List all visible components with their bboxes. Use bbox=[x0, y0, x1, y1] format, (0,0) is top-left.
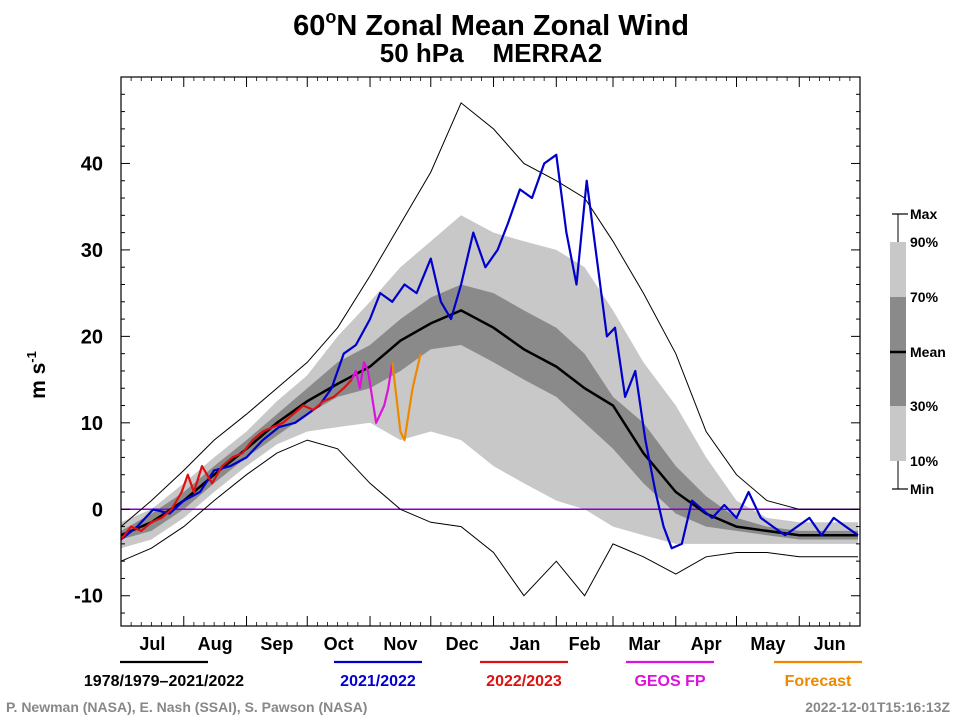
month-label: Feb bbox=[569, 634, 601, 654]
legend-label: 1978/1979–2021/2022 bbox=[84, 673, 244, 690]
series-legend: 1978/1979–2021/2022 2021/2022 2022/2023 GEO… bbox=[84, 660, 862, 690]
x-axis-months: Jul Aug Sep Oct Nov Dec Jan Feb Mar Apr May Jun bbox=[120, 77, 861, 654]
y-tick-label: -10 bbox=[74, 586, 103, 608]
series-2021-2022 bbox=[120, 153, 859, 550]
series-forecast bbox=[391, 353, 422, 442]
max-line bbox=[120, 102, 858, 527]
data-lines bbox=[120, 102, 860, 597]
y-tick-label: 10 bbox=[81, 413, 103, 435]
y-tick-label: 20 bbox=[81, 326, 103, 348]
footer-timestamp: 2022-12-01T15:16:13Z bbox=[805, 699, 950, 715]
legend-label: Forecast bbox=[785, 673, 852, 690]
percentile-bands bbox=[121, 215, 858, 549]
band-10-90 bbox=[121, 215, 858, 549]
chart-title-main: 60 bbox=[293, 10, 325, 42]
series-geos-fp bbox=[350, 361, 394, 424]
month-label: Oct bbox=[324, 634, 354, 654]
chart-title-rest: N Zonal Mean Zonal Wind bbox=[336, 10, 689, 42]
chart-title: 60oN Zonal Mean Zonal Wind bbox=[293, 7, 689, 42]
y-axis-ticks: -10 0 10 20 30 40 bbox=[74, 93, 860, 614]
y-axis-label-main: m s bbox=[27, 363, 50, 399]
month-label: Jul bbox=[139, 634, 165, 654]
percentile-legend: Max 90% 70% Mean 30% 10% Min bbox=[890, 206, 946, 497]
plot-frame bbox=[120, 76, 861, 627]
band-legend-label: Max bbox=[910, 206, 937, 222]
plot-border bbox=[120, 76, 861, 627]
month-label: Jan bbox=[509, 634, 540, 654]
legend-label: GEOS FP bbox=[634, 673, 705, 690]
month-label: May bbox=[750, 634, 785, 654]
band-legend-label: 70% bbox=[910, 289, 939, 305]
band-legend-label: 10% bbox=[910, 453, 939, 469]
band-30-70 bbox=[121, 284, 858, 540]
month-label: Aug bbox=[198, 634, 233, 654]
y-tick-label: 40 bbox=[81, 153, 103, 175]
legend-label: 2022/2023 bbox=[486, 673, 562, 690]
series-2022-2023 bbox=[120, 378, 353, 541]
chart-subtitle: 50 hPa MERRA2 bbox=[380, 38, 603, 68]
band-legend-label: 30% bbox=[910, 398, 939, 414]
month-label: Apr bbox=[691, 634, 722, 654]
min-line bbox=[120, 439, 858, 597]
legend-label: 2021/2022 bbox=[340, 673, 416, 690]
month-label: Jun bbox=[814, 634, 846, 654]
y-axis-label-sup: -1 bbox=[24, 351, 39, 363]
band-legend-label: Mean bbox=[910, 344, 946, 360]
month-label: Mar bbox=[628, 634, 660, 654]
month-label: Dec bbox=[446, 634, 479, 654]
band-legend-label: 90% bbox=[910, 234, 939, 250]
month-label: Sep bbox=[260, 634, 293, 654]
y-tick-label: 0 bbox=[92, 499, 103, 521]
y-tick-label: 30 bbox=[81, 240, 103, 262]
footer-credits: P. Newman (NASA), E. Nash (SSAI), S. Paw… bbox=[6, 699, 367, 715]
chart-title-sup: o bbox=[325, 7, 336, 27]
month-label: Nov bbox=[383, 634, 417, 654]
y-axis-label: m s-1 bbox=[24, 351, 50, 399]
band-legend-label: Min bbox=[910, 481, 934, 497]
